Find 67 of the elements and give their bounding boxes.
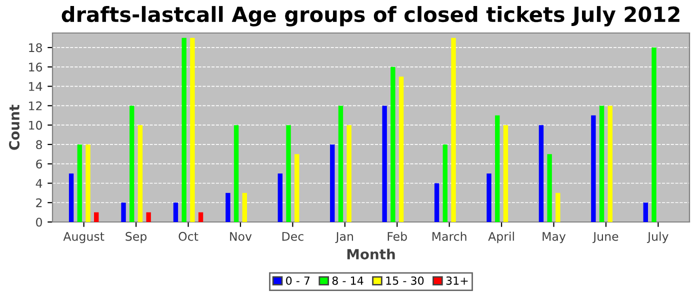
x-tick-label: Oct xyxy=(178,232,198,241)
x-tick-label: Jan xyxy=(335,232,353,244)
bar xyxy=(434,183,440,222)
bar xyxy=(338,106,344,222)
bar xyxy=(226,192,230,222)
y-tick-label: 8 xyxy=(36,140,42,150)
bar xyxy=(398,76,404,222)
bar xyxy=(547,154,552,222)
bar xyxy=(495,115,500,222)
x-axis-title: Month xyxy=(347,248,395,260)
bar xyxy=(591,115,596,222)
bar xyxy=(130,106,134,222)
bar xyxy=(346,125,352,222)
legend-label: 15 - 30 xyxy=(386,276,424,285)
y-tick-label: 12 xyxy=(29,101,42,110)
bar xyxy=(382,106,387,222)
bar xyxy=(173,202,178,222)
bar xyxy=(182,38,186,222)
bar xyxy=(138,125,143,222)
y-tick-label: 18 xyxy=(29,43,42,52)
bar xyxy=(242,192,247,222)
bar xyxy=(121,202,126,222)
legend-label: 0 - 7 xyxy=(286,276,310,285)
bar xyxy=(94,212,99,222)
x-tick-label: May xyxy=(542,232,566,244)
bar xyxy=(599,106,604,222)
bar xyxy=(86,144,90,222)
x-tick-label: March xyxy=(432,232,466,241)
legend-label: 8 - 14 xyxy=(332,276,364,285)
bar xyxy=(278,174,282,222)
bar xyxy=(294,154,300,222)
bar xyxy=(503,125,508,222)
bar xyxy=(390,66,396,222)
y-tick-label: 2 xyxy=(36,198,42,208)
x-tick-label: April xyxy=(488,232,514,244)
bar xyxy=(451,38,456,222)
bar xyxy=(643,202,648,222)
bar xyxy=(234,125,239,222)
x-tick-label: Feb xyxy=(388,232,407,241)
bar xyxy=(198,212,204,222)
bar xyxy=(146,212,151,222)
x-tick-label: July xyxy=(646,232,668,244)
bar xyxy=(652,48,656,222)
bar xyxy=(486,174,492,222)
y-tick-label: 4 xyxy=(36,179,42,188)
x-tick-label: Dec xyxy=(282,232,304,241)
y-axis-title: Count xyxy=(9,104,20,150)
bar xyxy=(538,125,544,222)
x-tick-label: Nov xyxy=(230,232,252,241)
x-tick-label: August xyxy=(63,232,104,244)
y-tick-label: 0 xyxy=(36,218,42,227)
x-tick-label: June xyxy=(592,232,618,244)
x-tick-label: Sep xyxy=(126,232,147,244)
chart-title: drafts-lastcall Age groups of closed tickets July 2012 xyxy=(62,6,680,26)
bar xyxy=(608,106,612,222)
y-tick-label: 16 xyxy=(29,62,42,72)
bar xyxy=(330,144,335,222)
bar xyxy=(68,174,74,222)
bar xyxy=(190,38,195,222)
y-tick-label: 6 xyxy=(36,160,42,168)
bar xyxy=(286,125,291,222)
bar xyxy=(442,144,448,222)
bar xyxy=(556,192,560,222)
y-tick-label: 10 xyxy=(29,120,42,130)
y-tick-label: 14 xyxy=(29,82,42,91)
bar xyxy=(77,144,82,222)
legend-label: 31+ xyxy=(446,276,468,285)
